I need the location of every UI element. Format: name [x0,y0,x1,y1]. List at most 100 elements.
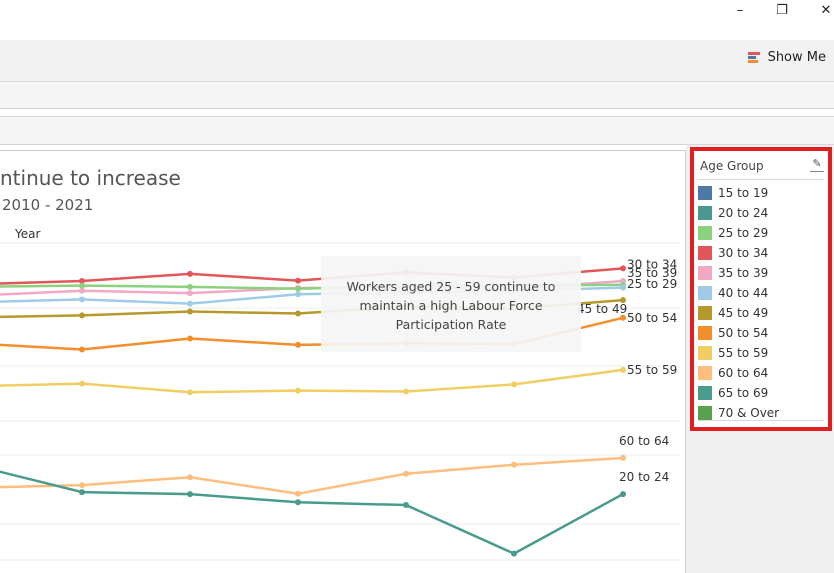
legend-swatch [698,206,712,220]
data-point[interactable] [187,283,193,290]
legend-swatch [698,386,712,400]
legend-item[interactable]: 45 to 49 [698,303,779,323]
columns-shelf[interactable] [0,82,834,109]
legend-swatch [698,226,712,240]
rows-shelf[interactable] [0,117,834,145]
legend-label: 20 to 24 [718,206,769,220]
data-point[interactable] [620,265,626,272]
show-me-button[interactable]: Show Me [747,50,826,65]
legend-swatch [698,326,712,340]
data-point[interactable] [79,312,85,319]
data-point[interactable] [79,489,85,496]
legend-item[interactable]: 65 to 69 [698,383,779,403]
series-line[interactable] [0,456,624,495]
data-point[interactable] [620,366,626,373]
age-group-legend[interactable]: Age Group ✎ 15 to 19 20 to 24 25 to 29 30 t… [690,147,832,431]
series-line[interactable] [0,368,624,394]
shelf-divider [0,109,834,117]
legend-list: 15 to 19 20 to 24 25 to 29 30 to 34 35 to 39… [698,183,779,423]
legend-item[interactable]: 20 to 24 [698,203,779,223]
show-me-label: Show Me [767,50,826,65]
data-point[interactable] [187,300,193,307]
legend-label: 45 to 49 [718,306,769,320]
legend-swatch [698,286,712,300]
data-point[interactable] [187,308,193,315]
series-end-label: 60 to 64 [619,434,669,448]
legend-label: 25 to 29 [718,226,769,240]
pencil-icon[interactable]: ✎ [810,158,824,172]
legend-item[interactable]: 60 to 64 [698,363,779,383]
series-end-label: 25 to 29 [627,277,677,291]
legend-label: 50 to 54 [718,326,769,340]
data-point[interactable] [79,380,85,387]
series-end-label: 35 to 39 [627,266,677,280]
legend-item[interactable]: 40 to 44 [698,283,779,303]
series-end-label: 30 to 34 [627,257,677,271]
legend-item[interactable]: 30 to 34 [698,243,779,263]
series-end-label: 50 to 54 [627,311,677,325]
legend-item[interactable]: 15 to 19 [698,183,779,203]
legend-title: Age Group [700,159,764,173]
data-point[interactable] [187,270,193,277]
legend-item[interactable]: 35 to 39 [698,263,779,283]
data-point[interactable] [79,287,85,294]
data-point[interactable] [187,389,193,396]
data-point[interactable] [295,310,301,317]
data-point[interactable] [620,297,626,304]
data-point[interactable] [79,282,85,289]
year-column-header: Year [15,227,41,241]
data-point[interactable] [620,284,626,291]
legend-label: 70 & Over [718,406,780,420]
data-point[interactable] [295,285,301,292]
legend-label: 15 to 19 [718,186,769,200]
legend-swatch [698,406,712,420]
data-point[interactable] [295,499,301,506]
data-point[interactable] [79,277,85,284]
data-point[interactable] [295,277,301,284]
view-canvas[interactable]: ntinue to increase 2010 - 2021 Year 30 t… [0,150,686,573]
series-line[interactable] [0,464,624,556]
annotation-callout: Workers aged 25 - 59 continue to maintai… [321,256,581,352]
data-point[interactable] [187,290,193,297]
legend-swatch [698,346,712,360]
toolbar: Show Me [0,40,834,82]
legend-swatch [698,306,712,320]
data-point[interactable] [511,381,517,388]
data-point[interactable] [295,291,301,298]
data-point[interactable] [187,491,193,498]
data-point[interactable] [295,341,301,348]
legend-bottom-divider [698,420,824,421]
legend-divider [698,179,824,180]
legend-label: 65 to 69 [718,386,769,400]
restore-button[interactable]: ❐ [776,2,788,18]
legend-swatch [698,366,712,380]
legend-item[interactable]: 25 to 29 [698,223,779,243]
data-point[interactable] [403,502,409,509]
legend-item[interactable]: 70 & Over [698,403,779,423]
data-point[interactable] [79,346,85,353]
data-point[interactable] [79,296,85,303]
data-point[interactable] [79,482,85,489]
legend-swatch [698,186,712,200]
data-point[interactable] [620,491,626,498]
legend-label: 40 to 44 [718,286,769,300]
chart-subtitle: 2010 - 2021 [2,196,94,214]
show-me-icon [747,51,762,65]
minimize-button[interactable]: – [736,2,744,18]
data-point[interactable] [511,461,517,468]
series-end-label: 45 to 49 [577,302,627,316]
data-point[interactable] [620,314,626,321]
legend-item[interactable]: 55 to 59 [698,343,779,363]
data-point[interactable] [511,550,517,557]
data-point[interactable] [187,335,193,342]
data-point[interactable] [295,387,301,394]
data-point[interactable] [620,455,626,462]
legend-item[interactable]: 50 to 54 [698,323,779,343]
data-point[interactable] [403,388,409,395]
series-end-label: 55 to 59 [627,363,677,377]
data-point[interactable] [403,470,409,477]
data-point[interactable] [295,490,301,497]
close-button[interactable]: ✕ [820,2,832,18]
data-point[interactable] [187,474,193,481]
